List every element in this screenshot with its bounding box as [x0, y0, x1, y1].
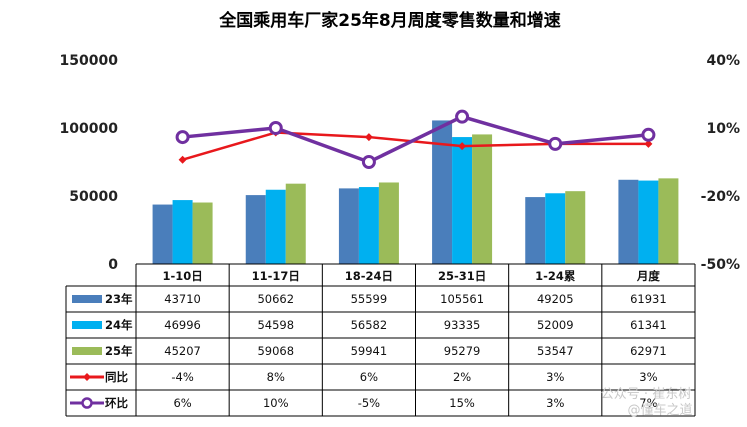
legend-label: 25年: [105, 344, 133, 358]
data-label: 50662: [257, 292, 294, 306]
data-label: 6%: [360, 370, 378, 384]
data-label: 105561: [440, 292, 484, 306]
bar-23年-25-31日: [432, 120, 453, 264]
chart-title: 全国乘用车厂家25年8月周度零售数量和增速: [218, 10, 561, 31]
y-axis-right: -50% -20% 10% 40%: [701, 53, 740, 273]
legend-label: 同比: [105, 370, 128, 384]
bar-24年-1-10日: [172, 200, 193, 264]
legend-key-24年: [72, 321, 102, 329]
data-label: 15%: [449, 396, 475, 410]
line-group: [175, 109, 656, 169]
bar-23年-11-17日: [245, 195, 266, 264]
point-同比-18-24日: [364, 133, 373, 142]
data-label: 59068: [257, 344, 294, 358]
data-label: 62971: [630, 344, 667, 358]
bar-24年-月度: [638, 180, 659, 264]
legend-label: 24年: [105, 318, 133, 332]
bar-group: [152, 120, 679, 264]
bar-25年-月度: [658, 178, 679, 264]
bar-23年-1-24累: [525, 197, 546, 264]
point-环比-1-24累: [548, 136, 563, 151]
bar-25年-11-17日: [285, 183, 306, 264]
bar-23年-1-10日: [152, 204, 173, 264]
category-label: 1-10日: [162, 269, 202, 283]
point-环比-月度: [641, 127, 656, 142]
bar-24年-11-17日: [265, 189, 286, 264]
bar-25年-25-31日: [472, 134, 493, 264]
data-label: 49205: [537, 292, 574, 306]
data-label: 46996: [164, 318, 201, 332]
data-label: 3%: [639, 370, 657, 384]
data-label: -5%: [358, 396, 380, 410]
point-环比-1-10日: [175, 130, 190, 145]
point-同比-25-31日: [458, 142, 467, 151]
watermark-text: 公众号 · 崔东树: [601, 386, 691, 402]
category-label: 月度: [636, 269, 660, 283]
legend-label: 环比: [105, 396, 128, 410]
y2-tick-label: -50%: [701, 257, 740, 273]
category-label: 18-24日: [345, 269, 393, 283]
y2-tick-label: 40%: [706, 53, 740, 69]
bar-25年-1-10日: [192, 202, 213, 264]
bar-23年-18-24日: [338, 188, 359, 264]
point-同比-月度: [644, 139, 653, 148]
data-label: 6%: [173, 396, 191, 410]
category-label: 1-24累: [535, 269, 576, 283]
bar-23年-月度: [618, 179, 639, 264]
legend-key-23年: [72, 295, 102, 303]
category-label: 25-31日: [438, 269, 486, 283]
y-axis-left: 0 50000 100000 150000: [60, 53, 119, 273]
point-同比-1-10日: [178, 155, 187, 164]
legend-label: 23年: [105, 292, 133, 306]
y-tick-label: 0: [108, 257, 118, 273]
category-label: 11-17日: [252, 269, 300, 283]
watermark-text: @懂车之道: [627, 402, 692, 418]
data-label: 2%: [453, 370, 471, 384]
y-tick-label: 150000: [60, 53, 119, 69]
data-label: 3%: [546, 370, 564, 384]
watermark: 公众号 · 崔东树@懂车之道: [601, 386, 693, 418]
point-环比-11-17日: [268, 121, 283, 135]
point-环比-25-31日: [455, 109, 470, 124]
data-label: 53547: [537, 344, 574, 358]
line-环比: [182, 114, 649, 164]
data-label: 8%: [267, 370, 285, 384]
data-label: 93335: [444, 318, 481, 332]
data-label: 56582: [351, 318, 388, 332]
y2-tick-label: -20%: [701, 189, 740, 205]
legend-marker-同比: [83, 373, 91, 381]
bar-24年-1-24累: [545, 193, 566, 264]
data-label: 3%: [546, 396, 564, 410]
data-label: 54598: [257, 318, 294, 332]
legend-marker-环比: [81, 397, 93, 409]
data-label: 45207: [164, 344, 201, 358]
line-同比: [182, 131, 649, 161]
data-table: 1-10日 11-17日 18-24日 25-31日 1-24累 月度 23年 43710 50…: [65, 263, 696, 417]
data-label: 10%: [263, 396, 289, 410]
data-label: 61931: [630, 292, 667, 306]
bar-25年-18-24日: [378, 182, 399, 264]
y2-tick-label: 10%: [706, 121, 740, 137]
data-label: 52009: [537, 318, 574, 332]
data-label: -4%: [171, 370, 193, 384]
data-label: 61341: [630, 318, 667, 332]
data-label: 55599: [351, 292, 388, 306]
bar-24年-25-31日: [452, 137, 473, 264]
data-label: 43710: [164, 292, 201, 306]
data-label: 95279: [444, 344, 481, 358]
bar-25年-1-24累: [565, 191, 586, 264]
legend-key-25年: [72, 347, 102, 355]
data-label: 7%: [639, 396, 657, 410]
point-环比-18-24日: [361, 155, 376, 169]
y-tick-label: 50000: [69, 189, 118, 205]
bar-24年-18-24日: [358, 187, 379, 264]
y-tick-label: 100000: [60, 121, 119, 137]
data-label: 59941: [351, 344, 388, 358]
